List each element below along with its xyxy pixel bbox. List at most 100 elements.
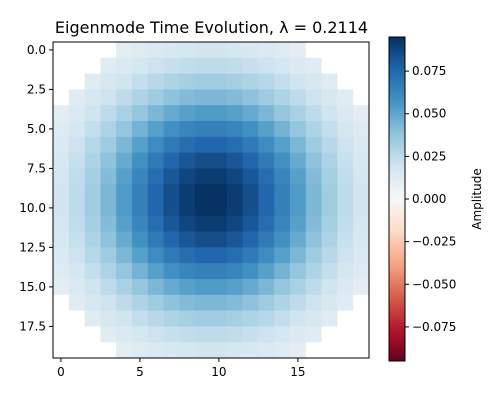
heatmap-cell bbox=[242, 105, 259, 122]
heatmap-cell bbox=[226, 89, 243, 106]
heatmap-cell bbox=[290, 342, 307, 359]
heatmap-cell bbox=[147, 231, 164, 248]
heatmap-cell bbox=[132, 310, 149, 327]
heatmap-cell bbox=[53, 200, 70, 217]
heatmap-cell bbox=[211, 168, 228, 185]
heatmap-cell bbox=[132, 89, 149, 106]
heatmap-cell bbox=[100, 57, 117, 74]
heatmap-cell bbox=[321, 73, 338, 90]
heatmap-cell bbox=[337, 105, 354, 122]
heatmap-cell bbox=[353, 136, 370, 153]
heatmap-cell bbox=[321, 89, 338, 106]
heatmap-cell bbox=[53, 279, 70, 296]
heatmap-cell bbox=[179, 57, 196, 74]
heatmap-cell bbox=[226, 294, 243, 311]
heatmap-cell bbox=[68, 121, 85, 138]
y-tick-label: 7.5 bbox=[27, 161, 46, 175]
heatmap-cell bbox=[258, 231, 275, 248]
heatmap-cell bbox=[116, 121, 133, 138]
heatmap-cell bbox=[53, 73, 70, 90]
heatmap-cell bbox=[100, 215, 117, 232]
heatmap-cell bbox=[147, 200, 164, 217]
heatmap-cell bbox=[305, 294, 322, 311]
heatmap-cell bbox=[337, 279, 354, 296]
heatmap-cell bbox=[116, 200, 133, 217]
heatmap-cell bbox=[274, 215, 291, 232]
heatmap-cell bbox=[211, 294, 228, 311]
heatmap-cell bbox=[195, 136, 212, 153]
heatmap-cell bbox=[258, 73, 275, 90]
heatmap-cell bbox=[353, 184, 370, 201]
heatmap-cell bbox=[132, 57, 149, 74]
heatmap-cell bbox=[337, 200, 354, 217]
heatmap-cell bbox=[68, 294, 85, 311]
heatmap-cell bbox=[163, 294, 180, 311]
heatmap-cell bbox=[163, 105, 180, 122]
heatmap-cell bbox=[258, 184, 275, 201]
heatmap-cell bbox=[305, 326, 322, 343]
heatmap-cell bbox=[274, 121, 291, 138]
colorbar-tick-label: −0.050 bbox=[412, 277, 456, 291]
heatmap-cell bbox=[226, 42, 243, 59]
heatmap-cell bbox=[68, 231, 85, 248]
heatmap-cell bbox=[321, 263, 338, 280]
heatmap-cell bbox=[290, 215, 307, 232]
heatmap-cell bbox=[226, 105, 243, 122]
heatmap-cell bbox=[211, 342, 228, 359]
heatmap-cell bbox=[211, 42, 228, 59]
heatmap-cell bbox=[195, 294, 212, 311]
heatmap-cell bbox=[179, 215, 196, 232]
heatmap-cell bbox=[290, 168, 307, 185]
heatmap-cell bbox=[305, 215, 322, 232]
heatmap-cell bbox=[274, 136, 291, 153]
heatmap-cell bbox=[258, 89, 275, 106]
heatmap-cell bbox=[258, 294, 275, 311]
heatmap-cell bbox=[195, 121, 212, 138]
heatmap-cell bbox=[258, 279, 275, 296]
heatmap-cell bbox=[68, 310, 85, 327]
colorbar-tick-label: 0.025 bbox=[412, 149, 446, 163]
heatmap-cell bbox=[274, 168, 291, 185]
heatmap-cell bbox=[353, 310, 370, 327]
heatmap-cell bbox=[84, 231, 101, 248]
heatmap-cell bbox=[147, 279, 164, 296]
heatmap-cell bbox=[179, 279, 196, 296]
heatmap-cell bbox=[147, 105, 164, 122]
heatmap-cell bbox=[53, 89, 70, 106]
heatmap-cell bbox=[258, 263, 275, 280]
heatmap-cell bbox=[353, 89, 370, 106]
heatmap-cell bbox=[290, 200, 307, 217]
heatmap-cell bbox=[337, 73, 354, 90]
heatmap-cell bbox=[163, 136, 180, 153]
chart-title: Eigenmode Time Evolution, λ = 0.2114 bbox=[55, 18, 368, 37]
heatmap-cell bbox=[274, 200, 291, 217]
heatmap-cell bbox=[337, 231, 354, 248]
heatmap-cell bbox=[290, 184, 307, 201]
heatmap-cell bbox=[290, 231, 307, 248]
heatmap-cell bbox=[147, 168, 164, 185]
heatmap-cell bbox=[179, 73, 196, 90]
heatmap-cell bbox=[132, 342, 149, 359]
heatmap-cell bbox=[163, 263, 180, 280]
heatmap-cell bbox=[226, 279, 243, 296]
x-axis: 0 5 10 15 bbox=[57, 358, 306, 379]
heatmap-cell bbox=[258, 42, 275, 59]
heatmap-cell bbox=[226, 231, 243, 248]
heatmap-cell bbox=[53, 57, 70, 74]
heatmap-cell bbox=[353, 342, 370, 359]
heatmap-cell bbox=[53, 105, 70, 122]
heatmap-cell bbox=[132, 73, 149, 90]
heatmap-cell bbox=[211, 105, 228, 122]
heatmap-cell bbox=[290, 279, 307, 296]
heatmap-cell bbox=[53, 136, 70, 153]
heatmap-cell bbox=[321, 42, 338, 59]
heatmap-cell bbox=[226, 57, 243, 74]
heatmap-cell bbox=[68, 184, 85, 201]
heatmap-cell bbox=[195, 73, 212, 90]
heatmap-cell bbox=[116, 168, 133, 185]
heatmap-cell bbox=[84, 247, 101, 264]
heatmap-cell bbox=[132, 247, 149, 264]
heatmap-cell bbox=[337, 326, 354, 343]
heatmap-cell bbox=[226, 310, 243, 327]
heatmap-cell bbox=[242, 215, 259, 232]
